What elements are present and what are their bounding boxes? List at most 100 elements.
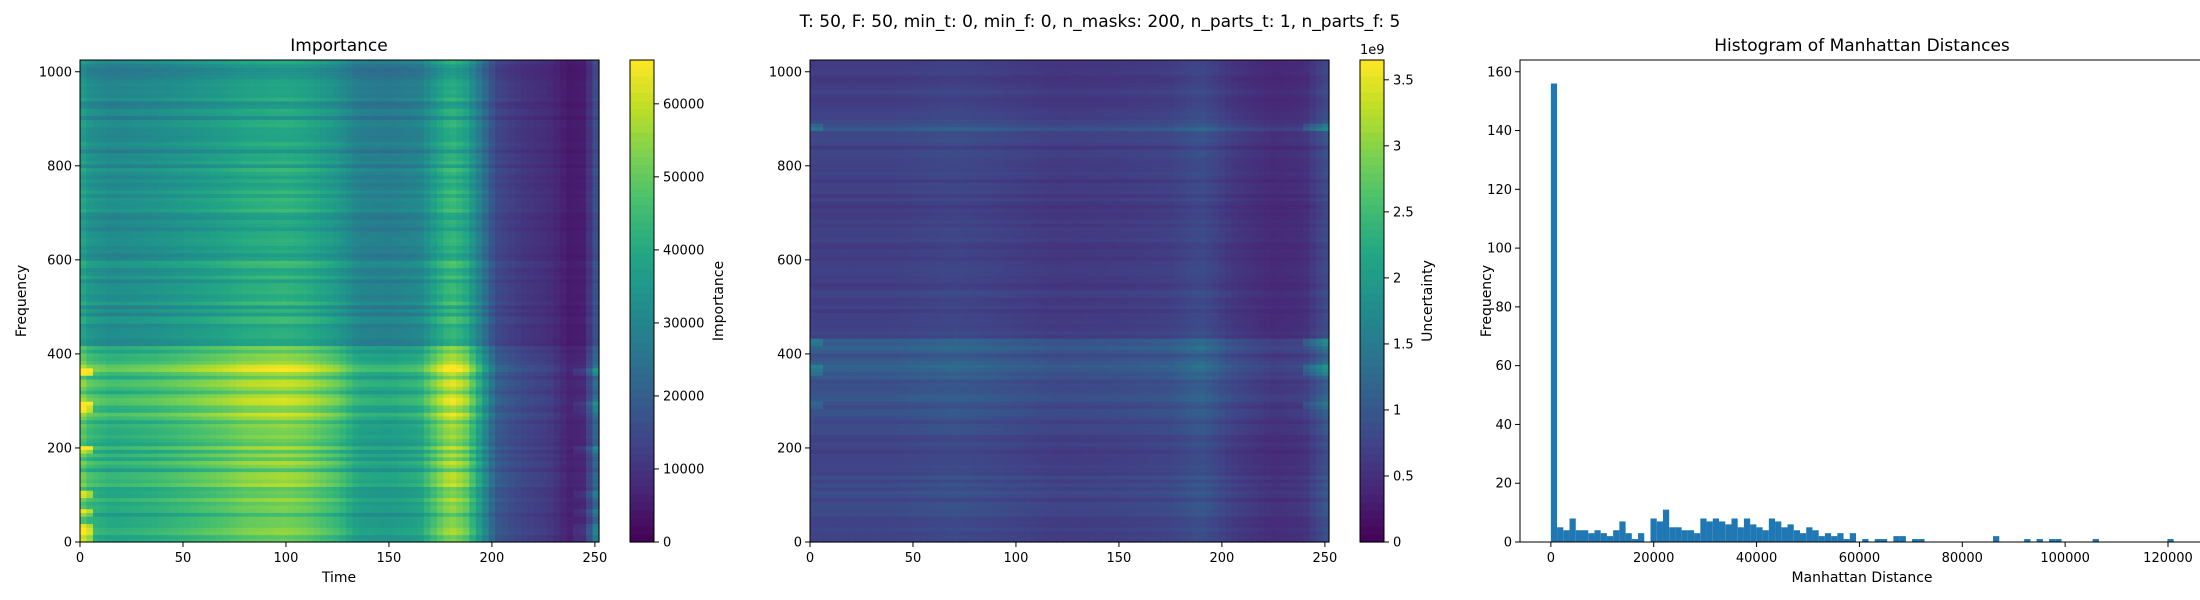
heatmap-cell: [508, 371, 516, 376]
heatmap-cell: [436, 401, 444, 406]
heatmap-cell: [326, 471, 334, 476]
heatmap-cell: [333, 397, 341, 402]
heatmap-cell: [553, 371, 561, 376]
heatmap-cell: [553, 508, 561, 513]
heatmap-cell: [170, 486, 178, 491]
heatmap-cell: [462, 475, 470, 480]
heatmap-cell: [307, 415, 315, 421]
heatmap-cell: [495, 371, 503, 376]
heatmap-cell: [261, 334, 269, 339]
heatmap-cell: [326, 478, 334, 484]
heatmap-cell: [462, 408, 470, 413]
heatmap-cell: [521, 530, 529, 536]
heatmap-cell: [274, 371, 282, 376]
heatmap-cell: [255, 341, 263, 347]
heatmap-cell: [384, 375, 392, 380]
heatmap-cell: [320, 453, 328, 458]
heatmap-cell: [397, 389, 405, 395]
heatmap-cell: [138, 449, 146, 454]
heatmap-cell: [384, 415, 392, 421]
heatmap-cell: [99, 326, 107, 332]
heatmap-cell: [527, 345, 535, 350]
heatmap-cell: [475, 530, 483, 536]
heatmap-cell: [307, 497, 315, 502]
heatmap-cell: [482, 352, 490, 358]
heatmap-cell: [540, 375, 548, 380]
heatmap-cell: [248, 326, 256, 332]
heatmap-cell: [573, 412, 581, 417]
heatmap-cell: [235, 460, 243, 465]
heatmap-cell: [417, 519, 425, 525]
heatmap-cell: [378, 397, 386, 402]
heatmap-cell: [560, 508, 568, 513]
heatmap-cell: [378, 453, 386, 458]
heatmap-cell: [358, 367, 367, 373]
heatmap-cell: [274, 427, 282, 432]
heatmap-cell: [456, 360, 464, 365]
heatmap-cell: [222, 493, 230, 499]
heatmap-cell: [553, 501, 561, 506]
heatmap-cell: [521, 475, 529, 480]
heatmap-cell: [475, 493, 483, 499]
heatmap-cell: [105, 538, 114, 543]
heatmap-cell: [365, 530, 373, 536]
heatmap-cell: [287, 434, 295, 439]
heatmap-cell: [560, 330, 568, 335]
heatmap-cell: [144, 364, 152, 369]
heatmap-cell: [229, 352, 237, 358]
heatmap-cell: [268, 527, 276, 532]
heatmap-cell: [151, 415, 159, 421]
heatmap-cell: [242, 482, 250, 487]
heatmap-cell: [99, 523, 107, 528]
heatmap-cell: [514, 341, 522, 347]
heatmap-cell: [307, 438, 315, 443]
heatmap-cell: [164, 378, 172, 384]
heatmap-cell: [586, 315, 594, 321]
heatmap-cell: [203, 460, 211, 465]
heatmap-cell: [482, 338, 490, 343]
heatmap-cell: [365, 408, 373, 413]
heatmap-cell: [190, 519, 198, 525]
heatmap-cell: [287, 393, 295, 398]
heatmap-cell: [248, 445, 256, 450]
heatmap-cell: [534, 341, 542, 347]
heatmap-cell: [326, 345, 334, 350]
heatmap-cell: [371, 326, 380, 332]
heatmap-cell: [449, 312, 457, 317]
heatmap-cell: [586, 512, 594, 517]
heatmap-cell: [235, 308, 243, 313]
heatmap-cell: [112, 460, 120, 465]
heatmap-cell: [320, 423, 328, 428]
heatmap-cell: [242, 382, 250, 387]
heatmap-cell: [183, 319, 191, 324]
heatmap-cell: [157, 371, 165, 376]
heatmap-cell: [307, 360, 315, 365]
heatmap-cell: [501, 434, 509, 439]
heatmap-cell: [417, 497, 425, 502]
heatmap-cell: [300, 412, 308, 417]
heatmap-cell: [417, 438, 425, 443]
heatmap-cell: [131, 326, 139, 332]
heatmap-cell: [423, 430, 431, 436]
heatmap-cell: [358, 478, 367, 484]
heatmap-cell: [586, 427, 594, 432]
heatmap-cell: [384, 397, 392, 402]
heatmap-cell: [118, 334, 127, 339]
heatmap-cell: [462, 349, 470, 354]
heatmap-cell: [203, 478, 211, 484]
heatmap-cell: [320, 445, 328, 450]
heatmap-cell: [333, 349, 341, 354]
heatmap-cell: [566, 334, 574, 339]
heatmap-cell: [430, 360, 438, 365]
heatmap-cell: [482, 486, 490, 491]
heatmap-cell: [170, 523, 178, 528]
heatmap-cell: [222, 356, 230, 361]
heatmap-cell: [235, 519, 243, 525]
heatmap-cell: [384, 367, 392, 373]
heatmap-cell: [92, 523, 101, 528]
heatmap-cell: [144, 419, 152, 424]
heatmap-cell: [586, 475, 594, 480]
heatmap-cell: [488, 430, 496, 436]
heatmap-cell: [534, 356, 542, 361]
heatmap-cell: [423, 382, 431, 387]
